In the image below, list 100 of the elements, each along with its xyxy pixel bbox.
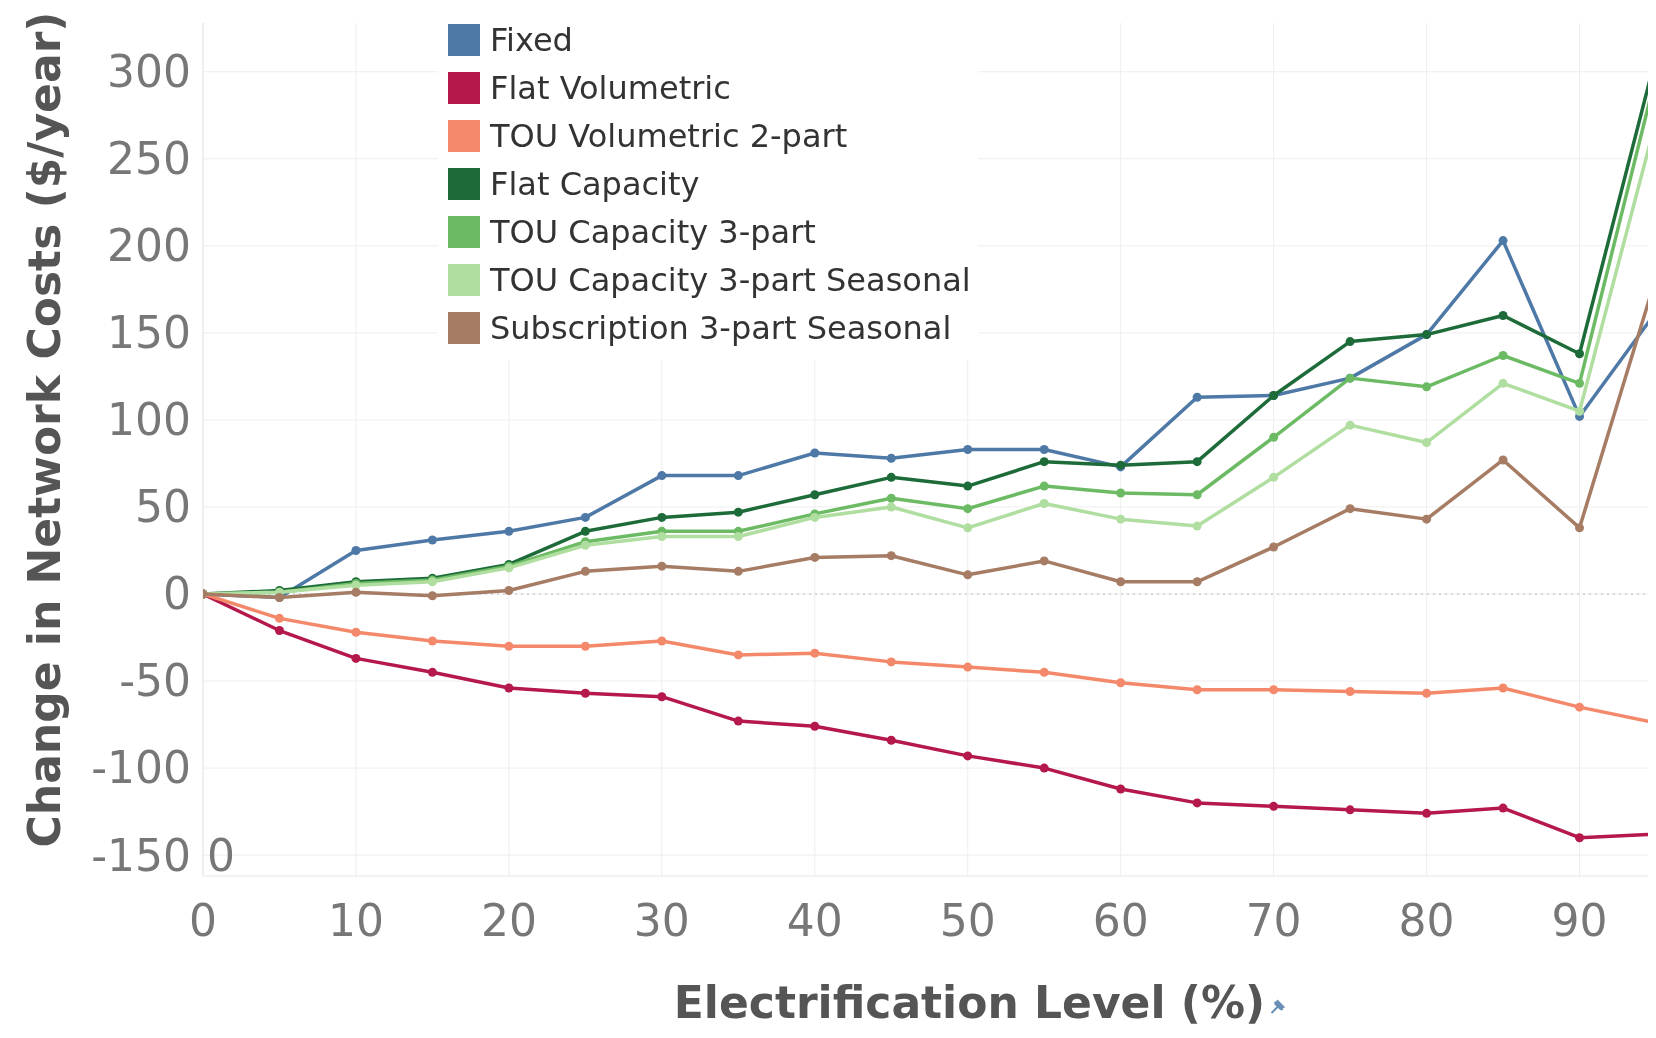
y-tick-label: 0 <box>163 568 191 620</box>
point <box>504 526 514 536</box>
point <box>1116 488 1126 498</box>
point <box>1116 577 1126 587</box>
x-tick-label: 90 <box>1551 895 1608 946</box>
y-tick-label: -150 <box>91 829 191 881</box>
point <box>1269 801 1279 811</box>
x-tick-label: 70 <box>1245 895 1302 946</box>
point <box>963 751 973 761</box>
point <box>427 667 437 677</box>
point <box>963 445 973 454</box>
point <box>1039 556 1049 566</box>
point <box>274 626 284 636</box>
point <box>963 504 973 514</box>
point <box>351 653 361 663</box>
point <box>1192 798 1202 808</box>
point <box>1192 685 1202 695</box>
point <box>1269 685 1279 695</box>
point <box>657 636 667 646</box>
point <box>1498 455 1508 465</box>
point <box>733 716 743 726</box>
point <box>351 627 361 637</box>
legend-label: TOU Capacity 3-part <box>489 213 816 252</box>
y-tick-label: 50 <box>135 481 191 533</box>
legend-label: Flat Volumetric <box>490 69 731 108</box>
legend-label: Fixed <box>490 21 573 60</box>
legend-label: Flat Capacity <box>490 165 700 204</box>
point <box>810 448 820 458</box>
point <box>1422 514 1432 524</box>
point <box>1345 504 1355 514</box>
point <box>963 523 973 533</box>
y-tick-label: 150 <box>107 307 191 359</box>
point <box>1575 349 1585 359</box>
point <box>733 532 743 542</box>
point <box>1498 803 1508 813</box>
point <box>657 532 667 542</box>
point <box>886 502 896 512</box>
point <box>1039 481 1049 491</box>
point <box>886 735 896 745</box>
point <box>1192 490 1202 500</box>
point <box>733 507 743 517</box>
x-tick-label: 40 <box>786 895 843 946</box>
point <box>1575 523 1585 533</box>
legend-label: TOU Capacity 3-part Seasonal <box>489 261 971 300</box>
point <box>1039 763 1049 773</box>
point <box>1192 457 1202 467</box>
point <box>427 535 437 545</box>
point <box>657 512 667 522</box>
point <box>1422 688 1432 698</box>
point <box>1575 702 1585 712</box>
point <box>1192 577 1202 587</box>
y-axis-title: Change in Network Costs ($/year) <box>19 11 70 848</box>
x-tick-label: 80 <box>1398 895 1455 946</box>
point <box>1269 472 1279 482</box>
y-tick-label: 250 <box>107 133 191 185</box>
y-tick-label: -50 <box>119 655 191 707</box>
point <box>886 551 896 561</box>
point <box>1039 498 1049 508</box>
point <box>1039 667 1049 677</box>
point <box>963 481 973 491</box>
point <box>1575 378 1585 388</box>
point <box>1498 378 1508 388</box>
x-axis-title: Electrification Level (%) <box>673 977 1266 1028</box>
point <box>810 721 820 731</box>
point <box>580 641 590 651</box>
point <box>886 493 896 503</box>
point <box>427 591 437 601</box>
annotation: 0 <box>207 829 235 881</box>
point <box>1498 310 1508 320</box>
x-tick-label: 20 <box>480 895 537 946</box>
point <box>1116 514 1126 524</box>
point <box>963 570 973 580</box>
point <box>1345 337 1355 347</box>
y-tick-label: 200 <box>107 220 191 272</box>
point <box>1269 432 1279 442</box>
point <box>810 552 820 562</box>
point <box>1116 784 1126 794</box>
point <box>1192 392 1202 402</box>
point <box>1345 420 1355 430</box>
x-tick-label: 60 <box>1092 895 1149 946</box>
x-tick-label: 10 <box>327 895 384 946</box>
point <box>1192 521 1202 531</box>
y-tick-label: -100 <box>91 742 191 794</box>
point <box>580 526 590 536</box>
legend-label: TOU Volumetric 2-part <box>489 117 848 156</box>
point <box>810 490 820 500</box>
point <box>351 545 361 555</box>
point <box>733 650 743 660</box>
point <box>1422 382 1432 392</box>
point <box>1422 808 1432 818</box>
legend-label: Subscription 3-part Seasonal <box>490 309 952 348</box>
point <box>1498 236 1508 246</box>
point <box>657 561 667 571</box>
point <box>1422 438 1432 448</box>
point <box>1498 351 1508 360</box>
point <box>657 692 667 702</box>
point <box>1575 833 1585 843</box>
point <box>886 472 896 482</box>
x-tick-label: 30 <box>633 895 690 946</box>
point <box>733 471 743 481</box>
